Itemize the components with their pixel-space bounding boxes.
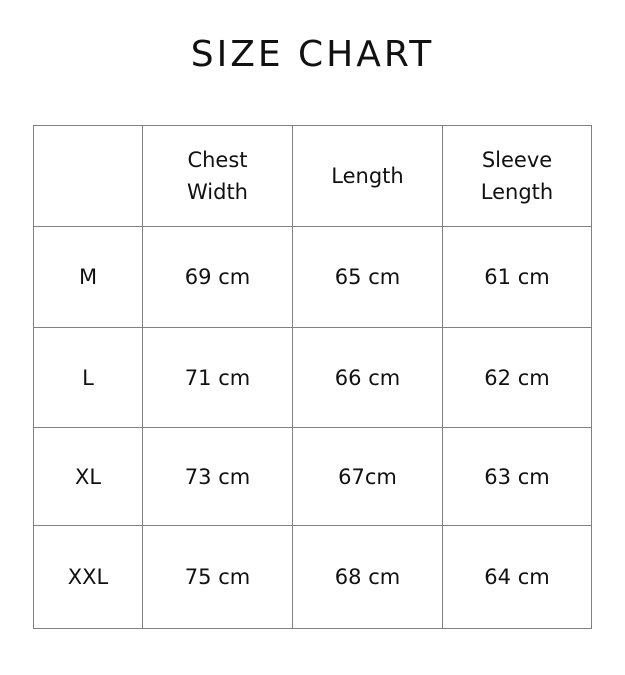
page-title: SIZE CHART: [190, 34, 435, 75]
size-cell: M: [33, 226, 143, 328]
chest-cell: 73 cm: [142, 427, 293, 526]
sleeve-cell: 61 cm: [442, 226, 592, 328]
length-cell: 67cm: [292, 427, 443, 526]
size-cell: XXL: [33, 525, 143, 629]
table-row: M 69 cm 65 cm 61 cm: [33, 226, 592, 328]
table-row: XL 73 cm 67cm 63 cm: [33, 427, 592, 526]
header-length: Length: [292, 125, 443, 227]
header-row: Chest Width Length Sleeve Length: [33, 125, 592, 227]
length-cell: 66 cm: [292, 327, 443, 428]
header-sleeve-line1: Sleeve: [481, 148, 553, 172]
header-sleeve-length: Sleeve Length: [442, 125, 592, 227]
length-cell: 65 cm: [292, 226, 443, 328]
sleeve-cell: 63 cm: [442, 427, 592, 526]
sleeve-cell: 64 cm: [442, 525, 592, 629]
header-chest-line1: Chest: [187, 148, 248, 172]
header-empty-cell: [33, 125, 143, 227]
chest-cell: 71 cm: [142, 327, 293, 428]
table-row: L 71 cm 66 cm 62 cm: [33, 327, 592, 428]
size-cell: XL: [33, 427, 143, 526]
header-sleeve-line2: Length: [480, 180, 554, 204]
chest-cell: 69 cm: [142, 226, 293, 328]
header-chest-line2: Width: [186, 180, 248, 204]
length-cell: 68 cm: [292, 525, 443, 629]
size-chart-table: Chest Width Length Sleeve Length M 69 cm 6…: [33, 125, 592, 629]
sleeve-cell: 62 cm: [442, 327, 592, 428]
table-row: XXL 75 cm 68 cm 64 cm: [33, 525, 592, 629]
header-chest-width: Chest Width: [142, 125, 293, 227]
size-cell: L: [33, 327, 143, 428]
chest-cell: 75 cm: [142, 525, 293, 629]
